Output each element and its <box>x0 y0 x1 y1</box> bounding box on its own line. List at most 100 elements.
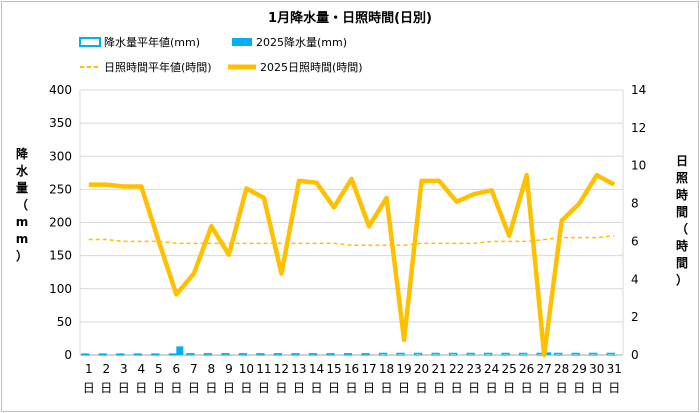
x-tick-label: 17 <box>361 362 376 376</box>
x-tick-suffix: 日 <box>538 381 550 395</box>
precip-normal-bar <box>606 352 615 356</box>
x-tick-label: 10 <box>239 362 254 376</box>
left-axis-label: 降水量（ m m） <box>16 146 29 263</box>
sunshine-2025-line <box>88 172 616 358</box>
precip-normal-bar <box>448 352 458 356</box>
x-tick-suffix: 日 <box>398 381 410 395</box>
precip-normal-bar <box>168 353 177 356</box>
left-tick-label: 200 <box>49 216 72 230</box>
right-tick-label: 14 <box>631 83 646 97</box>
x-tick-label: 18 <box>379 362 394 376</box>
x-tick-suffix: 日 <box>153 381 165 395</box>
x-tick-suffix: 日 <box>223 381 235 395</box>
precip-normal-bar <box>186 353 195 356</box>
precip-normal-bar <box>308 353 318 356</box>
x-tick-suffix: 日 <box>486 381 498 395</box>
precip-normal-bar <box>519 352 528 356</box>
x-tick-label: 15 <box>326 362 341 376</box>
right-axis-label: 日照時間（時間） <box>676 154 688 287</box>
x-tick-suffix: 日 <box>345 381 357 395</box>
right-tick-label: 2 <box>631 310 639 324</box>
x-tick-suffix: 日 <box>556 381 568 395</box>
precip-normal-bar <box>413 352 423 356</box>
precip-normal-bar <box>466 352 475 356</box>
right-tick-label: 4 <box>631 272 639 286</box>
x-tick-suffix: 日 <box>293 381 305 395</box>
precip-normal-bar <box>431 352 440 356</box>
precip-normal-bar <box>554 352 563 356</box>
x-tick-suffix: 日 <box>275 381 287 395</box>
chart-title: 1月降水量・日照時間(日別) <box>268 10 432 26</box>
left-tick-label: 100 <box>49 282 72 296</box>
legend-label-sun-2025: 2025日照時間(時間) <box>260 61 363 74</box>
x-tick-suffix: 日 <box>573 381 585 395</box>
x-tick-suffix: 日 <box>468 381 480 395</box>
right-tick-label: 8 <box>631 197 639 211</box>
x-tick-label: 11 <box>256 362 271 376</box>
precip-normal-bar <box>203 353 212 356</box>
x-tick-label: 22 <box>449 362 464 376</box>
precip-normal-bar <box>273 353 283 356</box>
precip-normal-bar <box>326 353 335 356</box>
legend-label-precip-normal: 降水量平年値(mm) <box>104 35 200 49</box>
x-tick-label: 2 <box>102 362 110 376</box>
x-tick-suffix: 日 <box>591 381 603 395</box>
precip-normal-bar <box>116 353 125 356</box>
x-tick-suffix: 日 <box>310 381 322 395</box>
x-tick-label: 6 <box>173 362 181 376</box>
x-tick-suffix: 日 <box>416 381 428 395</box>
x-tick-label: 5 <box>155 362 163 376</box>
precip-2025-bar <box>544 352 552 355</box>
left-tick-label: 50 <box>57 315 72 329</box>
x-tick-suffix: 日 <box>363 381 375 395</box>
x-tick-suffix: 日 <box>83 381 95 395</box>
x-tick-label: 9 <box>225 362 233 376</box>
x-tick-suffix: 日 <box>608 381 620 395</box>
x-tick-suffix: 日 <box>188 381 200 395</box>
left-axis-ticks: 0 50 100 150 200 250 300 350 400 <box>49 83 72 362</box>
left-tick-label: 300 <box>49 149 72 163</box>
legend-label-precip-2025: 2025降水量(mm) <box>256 35 347 49</box>
right-tick-label: 10 <box>631 159 646 173</box>
precip-normal-bar <box>98 353 107 356</box>
x-tick-label: 26 <box>519 362 534 376</box>
left-tick-label: 0 <box>64 348 72 362</box>
legend-label-sun-normal: 日照時間平年値(時間) <box>104 60 212 74</box>
precip-normal-bar <box>151 353 160 356</box>
x-axis-ticks: 1日2日3日4日5日6日7日8日9日10日11日12日13日14日15日16日1… <box>83 362 622 395</box>
legend-swatch-precip-2025 <box>232 38 252 46</box>
x-tick-suffix: 日 <box>503 381 515 395</box>
x-tick-suffix: 日 <box>521 381 533 395</box>
x-tick-label: 7 <box>190 362 198 376</box>
precip-normal-bar <box>238 353 248 356</box>
right-tick-label: 12 <box>631 121 646 135</box>
left-tick-label: 350 <box>49 116 72 130</box>
x-tick-label: 31 <box>607 362 622 376</box>
x-tick-suffix: 日 <box>433 381 445 395</box>
right-tick-label: 0 <box>631 348 639 362</box>
precip-2025-bars <box>176 346 552 355</box>
precip-normal-bars <box>81 352 615 356</box>
precip-normal-bar <box>396 352 405 356</box>
precip-normal-bar <box>256 353 265 356</box>
precip-normal-bar <box>133 353 142 356</box>
x-tick-label: 21 <box>431 362 446 376</box>
precip-normal-bar <box>81 353 90 356</box>
x-tick-label: 30 <box>589 362 604 376</box>
x-tick-label: 27 <box>537 362 552 376</box>
left-tick-label: 250 <box>49 182 72 196</box>
x-tick-label: 4 <box>137 362 145 376</box>
x-tick-suffix: 日 <box>170 381 182 395</box>
x-tick-suffix: 日 <box>135 381 147 395</box>
x-tick-suffix: 日 <box>205 381 217 395</box>
x-tick-label: 25 <box>502 362 517 376</box>
sunshine-normal-line <box>88 235 615 246</box>
precip-normal-bar <box>361 353 370 356</box>
precip-normal-bar <box>291 353 300 356</box>
precip-normal-bar <box>343 353 353 356</box>
legend-swatch-precip-normal <box>79 37 101 47</box>
precip-normal-bar <box>378 352 388 356</box>
x-tick-label: 19 <box>396 362 411 376</box>
